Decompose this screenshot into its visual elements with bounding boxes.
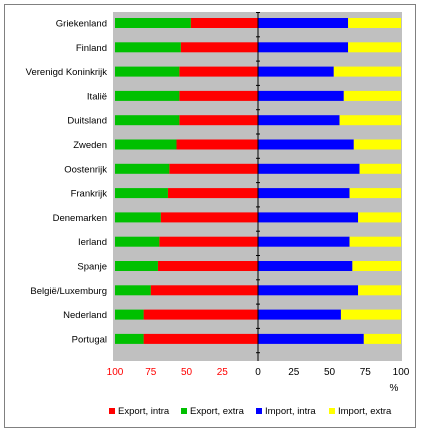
category-label-finland: Finland xyxy=(76,43,107,54)
bar-import-intra-finland xyxy=(258,42,349,53)
bar-import-intra-belgie-luxemburg xyxy=(258,285,359,296)
bar-export-intra-zweden xyxy=(176,139,258,150)
x-tick-import-50: 50 xyxy=(324,367,336,378)
category-label-spanje: Spanje xyxy=(77,262,107,273)
bar-import-intra-verenigd-koninkrijk xyxy=(258,66,334,77)
bar-import-intra-denemarken xyxy=(258,212,359,223)
legend-label-export-extra: Export, extra xyxy=(190,406,245,417)
bar-import-extra-spanje xyxy=(352,261,401,271)
x-tick-export-25: 25 xyxy=(217,367,229,378)
bar-export-extra-oostenrijk xyxy=(115,163,170,174)
bar-import-intra-nederland xyxy=(258,309,341,320)
x-tick-export-0: 0 xyxy=(255,367,261,378)
bar-import-extra-finland xyxy=(348,42,401,53)
legend-swatch-import-extra xyxy=(329,408,335,414)
bar-export-intra-portugal xyxy=(143,333,258,344)
bars-group xyxy=(115,18,401,344)
legend-swatch-import-intra xyxy=(256,408,262,414)
category-label-ierland: Ierland xyxy=(78,237,107,248)
category-label-zweden: Zweden xyxy=(73,140,107,151)
x-tick-export-50: 50 xyxy=(181,367,193,378)
bar-export-extra-nederland xyxy=(115,309,144,320)
x-tick-import-25: 25 xyxy=(288,367,300,378)
bar-import-extra-frankrijk xyxy=(349,188,401,199)
bar-export-extra-spanje xyxy=(115,261,158,271)
bar-import-extra-portugal xyxy=(363,333,401,344)
bar-import-intra-spanje xyxy=(258,261,353,271)
bar-export-extra-duitsland xyxy=(115,115,180,126)
bar-import-extra-verenigd-koninkrijk xyxy=(333,66,401,77)
chart-frame: Griekenland Finland Verenigd Koninkrijk Ita… xyxy=(4,4,416,428)
bar-export-extra-verenigd-koninkrijk xyxy=(115,66,180,77)
legend-swatch-export-intra xyxy=(109,408,115,414)
bar-export-extra-zweden xyxy=(115,139,177,150)
bar-import-intra-frankrijk xyxy=(258,188,350,199)
category-label-nederland: Nederland xyxy=(63,310,107,321)
bar-export-intra-denemarken xyxy=(160,212,258,223)
bar-export-intra-finland xyxy=(180,42,258,53)
bar-export-extra-belgie-luxemburg xyxy=(115,285,151,296)
bar-export-intra-italie xyxy=(179,90,258,101)
bar-import-extra-belgie-luxemburg xyxy=(358,285,401,296)
bar-import-extra-duitsland xyxy=(339,115,401,126)
bar-import-intra-griekenland xyxy=(258,18,349,28)
legend: Export, intra Export, extra Import, intra I… xyxy=(109,406,392,417)
bar-export-intra-oostenrijk xyxy=(169,163,258,174)
category-label-denemarken: Denemarken xyxy=(53,213,107,224)
legend-label-import-intra: Import, intra xyxy=(265,406,316,417)
bar-export-extra-portugal xyxy=(115,333,144,344)
bar-export-extra-griekenland xyxy=(115,18,191,28)
bar-export-intra-ierland xyxy=(159,236,258,247)
category-label-griekenland: Griekenland xyxy=(56,19,107,30)
bar-import-extra-denemarken xyxy=(358,212,401,223)
bar-export-intra-verenigd-koninkrijk xyxy=(179,66,258,77)
stacked-bar-chart: Griekenland Finland Verenigd Koninkrijk Ita… xyxy=(26,12,410,417)
x-axis: 100 75 50 25 0 25 50 75 100% xyxy=(107,12,410,394)
bar-export-intra-spanje xyxy=(157,261,258,271)
bar-export-extra-denemarken xyxy=(115,212,161,223)
category-label-duitsland: Duitsland xyxy=(67,116,107,127)
x-tick-import-75: 75 xyxy=(360,367,372,378)
category-label-oostenrijk: Oostenrijk xyxy=(64,164,107,175)
bar-import-intra-ierland xyxy=(258,236,350,247)
bar-export-extra-ierland xyxy=(115,236,160,247)
category-label-italie: Italië xyxy=(87,91,107,102)
bar-import-extra-nederland xyxy=(340,309,401,320)
legend-swatch-export-extra xyxy=(181,408,187,414)
bar-export-intra-griekenland xyxy=(190,18,258,28)
bar-import-extra-italie xyxy=(343,90,401,101)
bar-export-intra-belgie-luxemburg xyxy=(150,285,258,296)
legend-label-export-intra: Export, intra xyxy=(118,406,170,417)
x-tick-export-75: 75 xyxy=(145,367,157,378)
bar-export-extra-frankrijk xyxy=(115,188,168,199)
category-labels: Griekenland Finland Verenigd Koninkrijk Ita… xyxy=(26,19,108,346)
bar-import-intra-zweden xyxy=(258,139,354,150)
bar-import-extra-oostenrijk xyxy=(359,163,401,174)
bar-export-intra-frankrijk xyxy=(167,188,258,199)
category-label-frankrijk: Frankrijk xyxy=(71,189,108,200)
bar-import-extra-zweden xyxy=(353,139,401,150)
category-label-verenigd-koninkrijk: Verenigd Koninkrijk xyxy=(26,67,108,78)
bar-export-intra-nederland xyxy=(143,309,258,320)
bar-import-extra-griekenland xyxy=(348,18,401,28)
bar-import-intra-duitsland xyxy=(258,115,340,126)
bar-export-intra-duitsland xyxy=(179,115,258,126)
x-tick-export-100: 100 xyxy=(107,367,124,378)
bar-import-extra-ierland xyxy=(349,236,401,247)
x-tick-import-100: 100 xyxy=(393,367,410,378)
category-label-belgie-luxemburg: België/Luxemburg xyxy=(30,286,107,297)
bar-export-extra-finland xyxy=(115,42,181,53)
bar-import-intra-oostenrijk xyxy=(258,163,360,174)
legend-label-import-extra: Import, extra xyxy=(338,406,392,417)
bar-import-intra-portugal xyxy=(258,333,364,344)
bar-export-extra-italie xyxy=(115,90,180,101)
category-label-portugal: Portugal xyxy=(72,334,107,345)
bar-import-intra-italie xyxy=(258,90,344,101)
unit-label: % xyxy=(390,383,399,394)
